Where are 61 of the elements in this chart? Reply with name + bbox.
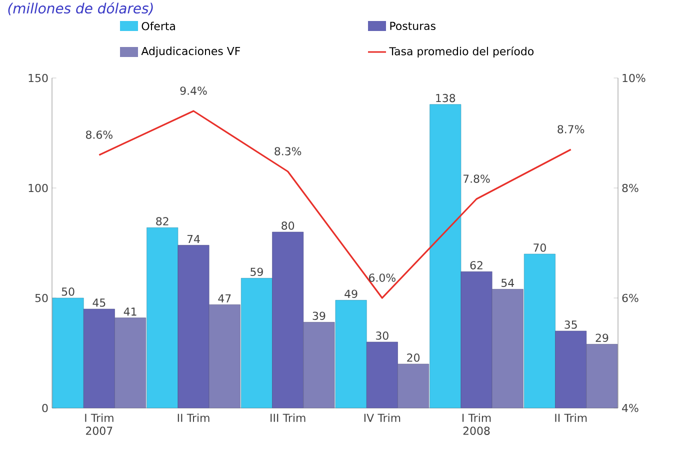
data-label: 35 <box>564 320 577 329</box>
data-label: 41 <box>124 308 136 316</box>
bar <box>146 227 178 408</box>
x-tick-label: II Trim <box>178 414 210 422</box>
data-label: 8.6% <box>86 130 112 139</box>
bar <box>555 330 587 408</box>
x-tick-label: II Trim <box>555 414 587 422</box>
data-label: 30 <box>376 332 388 340</box>
bar <box>240 278 272 408</box>
bar <box>83 308 115 408</box>
x-tick-label: I Trim 2007 <box>85 414 114 435</box>
bar <box>335 300 367 408</box>
bar <box>114 318 146 408</box>
chart-subtitle: (millones de dólares) <box>8 2 153 16</box>
data-label: 80 <box>282 222 294 230</box>
data-label: 47 <box>218 294 231 302</box>
bar <box>398 364 430 408</box>
y2-tick-label: 8% <box>622 184 638 192</box>
data-label: 74 <box>187 235 200 243</box>
bar <box>52 298 84 408</box>
bar <box>303 322 335 408</box>
data-label: 82 <box>156 217 168 226</box>
y-tick-label: 150 <box>28 74 48 82</box>
bar <box>272 232 304 408</box>
bar <box>430 104 462 408</box>
legend-label: Tasa promedio del período <box>389 46 534 58</box>
bar <box>366 342 398 408</box>
legend-label: Posturas <box>390 22 436 30</box>
bar <box>208 304 240 408</box>
data-label: 70 <box>534 244 546 252</box>
data-label: 138 <box>436 94 456 102</box>
bar <box>460 271 492 408</box>
y2-tick-label: 10% <box>622 74 646 82</box>
legend-label: Adjudicaciones VF <box>141 46 240 58</box>
y2-tick-label: 6% <box>622 294 638 302</box>
data-label: 7.8% <box>463 174 490 183</box>
data-label: 54 <box>502 278 514 287</box>
data-label: 50 <box>62 288 74 296</box>
data-label: 62 <box>470 261 482 270</box>
x-tick-label: IV Trim <box>364 414 400 422</box>
data-label: 6.0% <box>369 274 396 282</box>
bar <box>524 254 556 408</box>
bar <box>586 344 618 408</box>
data-label: 49 <box>344 290 358 298</box>
data-label: 20 <box>407 354 420 362</box>
y2-tick-label: 4% <box>622 404 638 412</box>
y-tick-label: 50 <box>35 294 48 302</box>
y-tick-label: 100 <box>28 184 48 192</box>
data-label: 39 <box>312 312 326 320</box>
x-tick-label: I Trim 2008 <box>462 414 491 435</box>
x-tick-label: III Trim <box>270 414 306 422</box>
data-label: 59 <box>250 268 263 276</box>
bar <box>178 245 210 408</box>
data-label: 8.7% <box>558 125 584 134</box>
data-label: 45 <box>92 298 106 307</box>
bar <box>492 289 524 408</box>
data-label: 29 <box>596 334 608 342</box>
data-label: 9.4% <box>180 86 207 95</box>
legend-label: Oferta <box>142 22 175 30</box>
data-label: 8.3% <box>274 147 302 156</box>
y-tick-label: 0 <box>42 404 48 412</box>
